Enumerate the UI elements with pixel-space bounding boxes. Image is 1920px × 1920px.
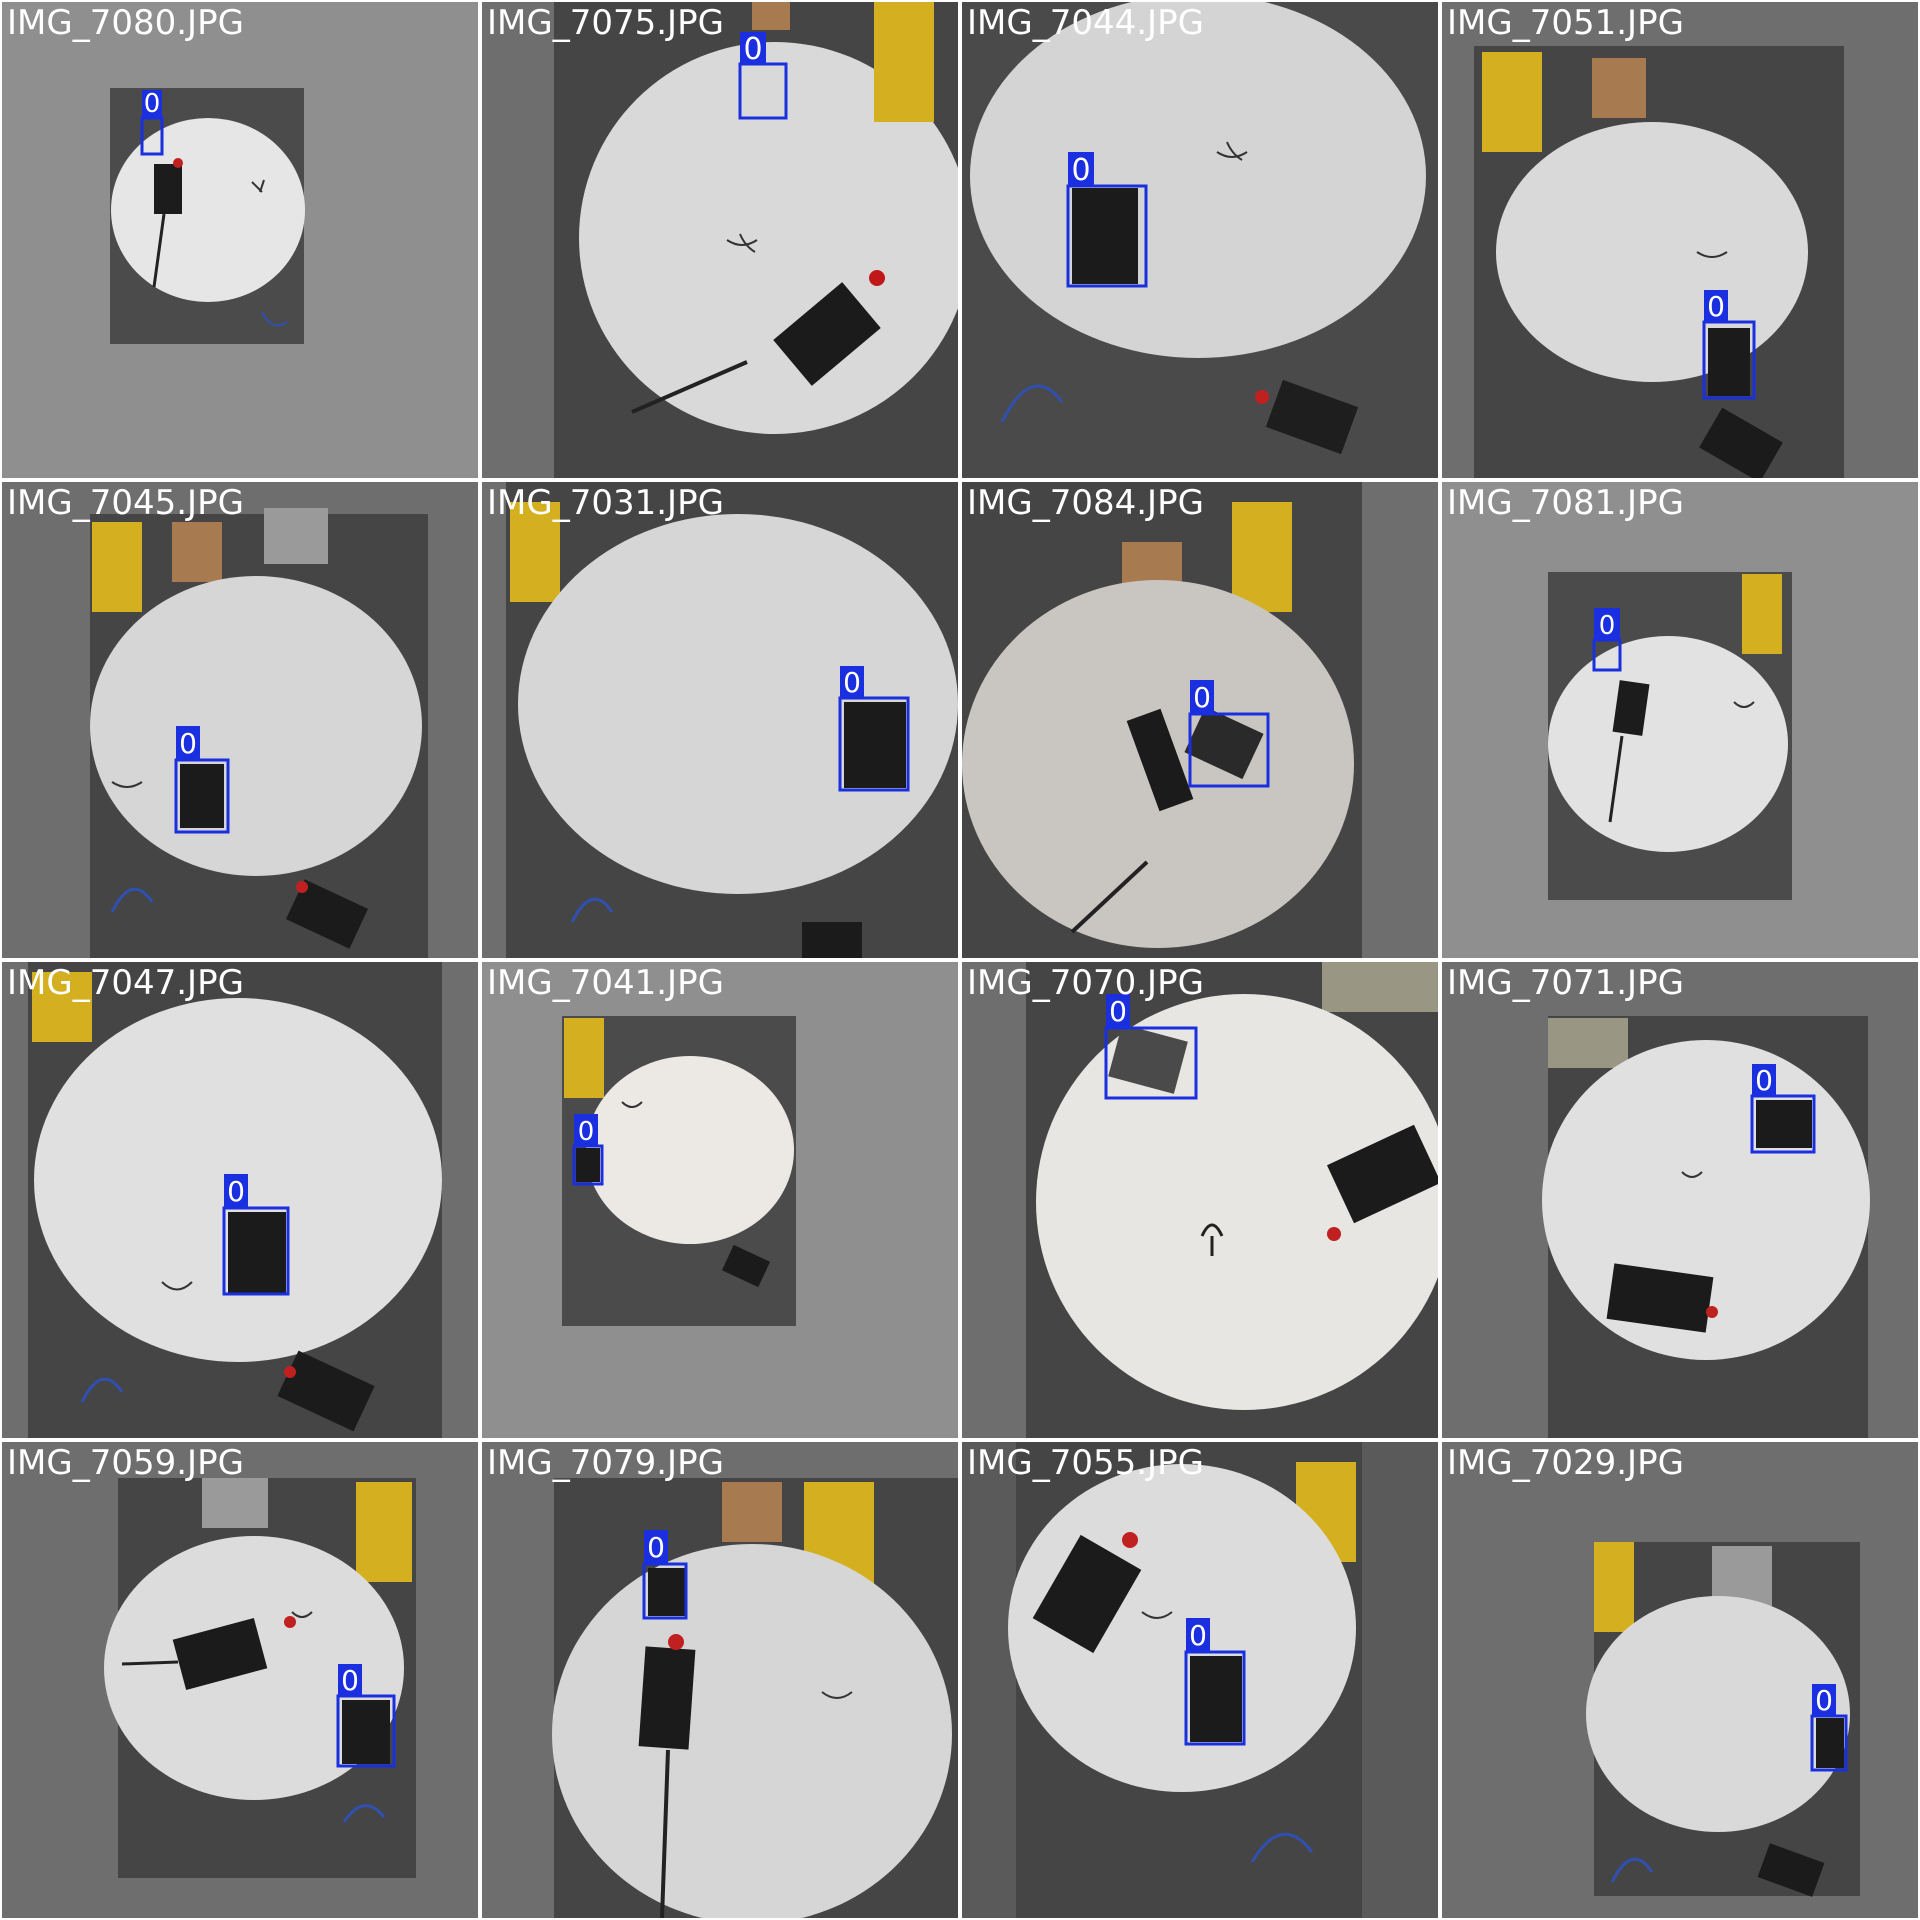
box-label: 0 xyxy=(843,666,861,699)
tile-photo: 0 xyxy=(90,508,428,958)
tile-photo: 0 xyxy=(104,1478,416,1878)
bounding-box xyxy=(1184,1650,1246,1746)
bounding-box xyxy=(1188,712,1270,788)
image-tile: 0 IMG_7081.JPG xyxy=(1442,482,1918,958)
tile-photo: 0 xyxy=(562,1016,796,1326)
image-tile: 0 IMG_7075.JPG xyxy=(482,2,958,478)
image-tile: 0 IMG_7071.JPG xyxy=(1442,962,1918,1438)
image-tile: 0 IMG_7045.JPG xyxy=(2,482,478,958)
bounding-box xyxy=(336,1694,396,1768)
tile-filename: IMG_7084.JPG xyxy=(967,483,1204,523)
tile-filename: IMG_7080.JPG xyxy=(7,3,244,43)
tile-photo: 0 xyxy=(1542,1016,1870,1438)
tile-photo: 0 xyxy=(962,482,1362,958)
tile-filename: IMG_7047.JPG xyxy=(7,963,244,1003)
box-label: 0 xyxy=(1071,153,1090,188)
image-tile: 0 IMG_7055.JPG xyxy=(962,1442,1438,1918)
tile-photo: 0 xyxy=(1586,1542,1860,1897)
box-label: 0 xyxy=(179,727,197,760)
bounding-box xyxy=(174,758,230,834)
box-label: 0 xyxy=(1707,290,1725,323)
tile-photo: 0 xyxy=(506,482,958,958)
box-label: 0 xyxy=(743,32,762,67)
tile-photo: 0 xyxy=(554,2,958,478)
tile-filename: IMG_7071.JPG xyxy=(1447,963,1684,1003)
tile-photo: 0 xyxy=(970,2,1426,455)
tile-photo: 0 xyxy=(1474,46,1844,478)
tile-photo: 0 xyxy=(110,88,305,344)
image-tile: 0 IMG_7044.JPG xyxy=(962,2,1438,478)
box-label: 0 xyxy=(341,1664,359,1697)
tile-filename: IMG_7075.JPG xyxy=(487,3,724,43)
tile-filename: IMG_7081.JPG xyxy=(1447,483,1684,523)
box-label: 0 xyxy=(1599,611,1616,641)
box-label: 0 xyxy=(144,89,161,119)
tile-filename: IMG_7045.JPG xyxy=(7,483,244,523)
box-label: 0 xyxy=(1755,1064,1773,1097)
tile-photo: 0 xyxy=(1008,1442,1362,1918)
bounding-box xyxy=(1750,1094,1816,1154)
box-label: 0 xyxy=(647,1531,665,1564)
tile-photo: 0 xyxy=(1548,572,1792,900)
box-label: 0 xyxy=(1815,1684,1833,1717)
image-tile: 0 IMG_7041.JPG xyxy=(482,962,958,1438)
tile-photo: 0 xyxy=(1026,962,1438,1438)
bounding-box xyxy=(222,1206,290,1296)
tile-filename: IMG_7051.JPG xyxy=(1447,3,1684,43)
tile-filename: IMG_7041.JPG xyxy=(487,963,724,1003)
tile-filename: IMG_7055.JPG xyxy=(967,1443,1204,1483)
box-label: 0 xyxy=(1189,1619,1207,1652)
box-label: 0 xyxy=(1109,995,1127,1028)
image-tile: 0 IMG_7029.JPG xyxy=(1442,1442,1918,1918)
tile-filename: IMG_7031.JPG xyxy=(487,483,724,523)
image-tile: 0 IMG_7051.JPG xyxy=(1442,2,1918,478)
image-tile: 0 IMG_7070.JPG xyxy=(962,962,1438,1438)
tile-filename: IMG_7029.JPG xyxy=(1447,1443,1684,1483)
box-label: 0 xyxy=(578,1117,595,1147)
box-label: 0 xyxy=(227,1175,245,1208)
bounding-box xyxy=(1066,184,1148,288)
image-tile: 0 IMG_7059.JPG xyxy=(2,1442,478,1918)
image-tile: 0 IMG_7079.JPG xyxy=(482,1442,958,1918)
tile-filename: IMG_7044.JPG xyxy=(967,3,1204,43)
tile-filename: IMG_7070.JPG xyxy=(967,963,1204,1003)
tile-photo: 0 xyxy=(552,1478,958,1918)
bounding-box xyxy=(1702,320,1756,400)
image-tile: 0 IMG_7047.JPG xyxy=(2,962,478,1438)
image-tile: 0 IMG_7031.JPG xyxy=(482,482,958,958)
tile-filename: IMG_7079.JPG xyxy=(487,1443,724,1483)
tile-photo: 0 xyxy=(28,962,442,1438)
tile-filename: IMG_7059.JPG xyxy=(7,1443,244,1483)
image-tile: 0 IMG_7084.JPG xyxy=(962,482,1438,958)
bounding-box xyxy=(838,696,910,792)
bounding-box xyxy=(1104,1026,1198,1100)
image-tile: 0 IMG_7080.JPG xyxy=(2,2,478,478)
box-label: 0 xyxy=(1193,681,1211,714)
